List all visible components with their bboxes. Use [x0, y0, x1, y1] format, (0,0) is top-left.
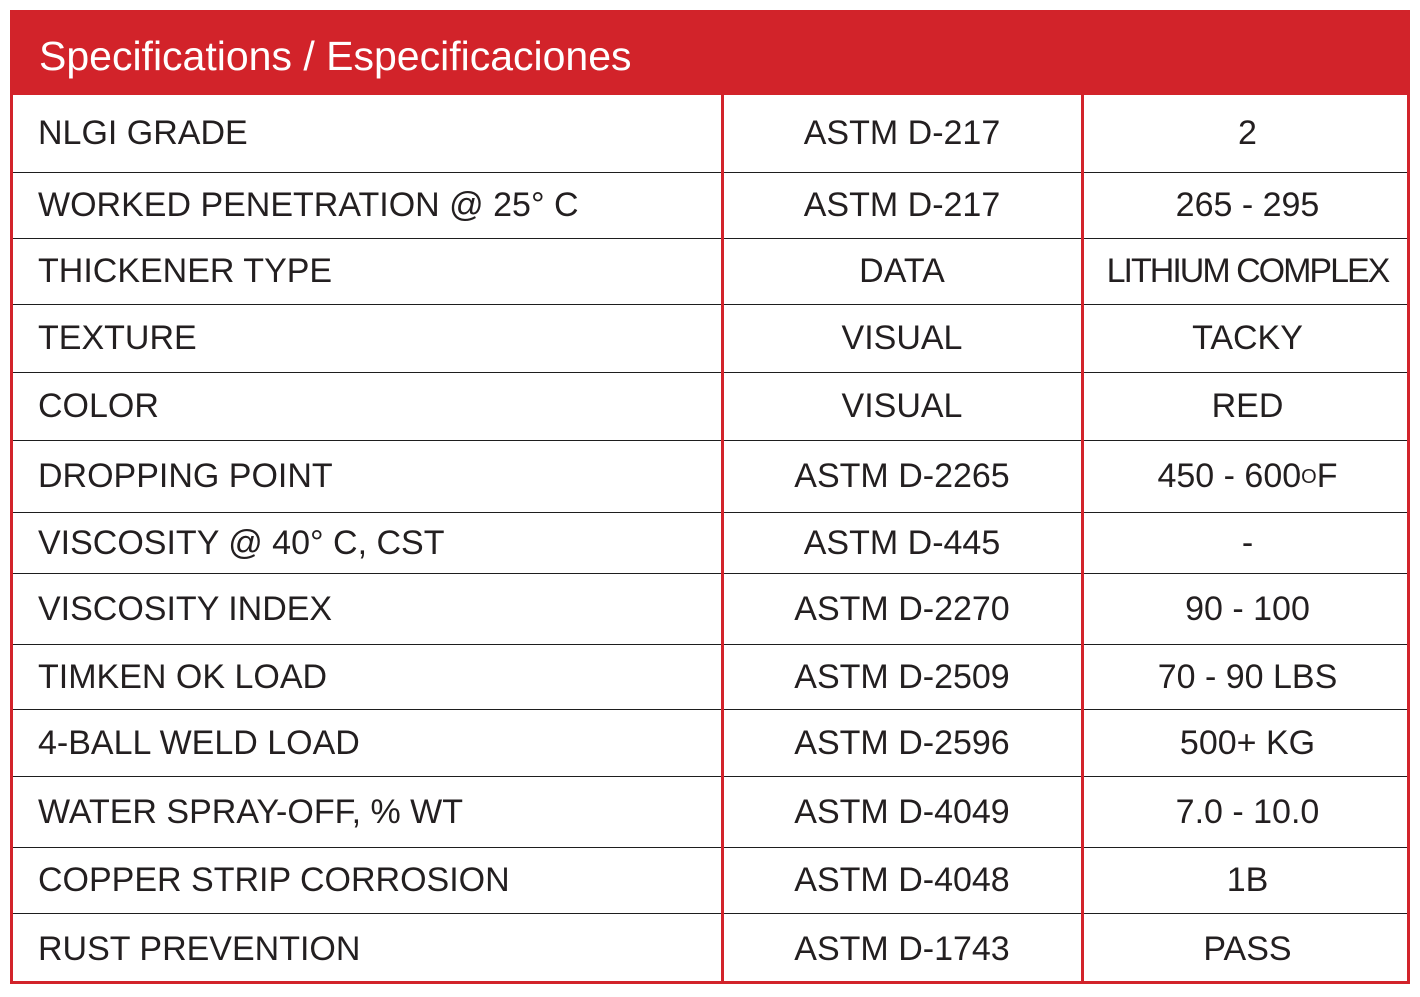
value-text: 450 - 600	[1157, 457, 1302, 495]
test-method-cell: ASTM D-2596	[794, 723, 1010, 762]
value-cell: TACKY	[1192, 319, 1303, 357]
property-cell: TIMKEN OK LOAD	[38, 657, 328, 696]
table-row: RUST PREVENTION ASTM D-1743 PASS	[13, 914, 1407, 984]
value-cell: 450 - 600 O F	[1157, 457, 1338, 495]
table-row: COPPER STRIP CORROSION ASTM D-4048 1B	[13, 848, 1407, 914]
value-cell: RED	[1211, 387, 1284, 425]
value-cell: LITHIUM COMPLEX	[1106, 252, 1391, 290]
test-method-cell: ASTM D-2270	[794, 589, 1010, 628]
value-cell: 500+ KG	[1179, 723, 1316, 762]
property-cell: COLOR	[38, 387, 159, 425]
table-row: WATER SPRAY-OFF, % WT ASTM D-4049 7.0 - …	[13, 777, 1407, 848]
test-method-cell: ASTM D-217	[803, 186, 1001, 224]
property-cell: WORKED PENETRATION @ 25° C	[38, 186, 579, 224]
table-row: THICKENER TYPE DATA LITHIUM COMPLEX	[13, 239, 1407, 305]
value-cell: -	[1241, 523, 1254, 562]
test-method-cell: VISUAL	[841, 319, 963, 357]
value-cell: 70 - 90 LBS	[1157, 657, 1338, 696]
value-cell: 1B	[1226, 861, 1269, 899]
table-row: NLGI GRADE ASTM D-217 2	[13, 95, 1407, 173]
value-cell: 2	[1238, 114, 1257, 152]
value-cell: PASS	[1203, 929, 1292, 968]
test-method-cell: ASTM D-4048	[794, 861, 1010, 899]
table-row: DROPPING POINT ASTM D-2265 450 - 600 O F	[13, 441, 1407, 513]
test-method-cell: ASTM D-445	[803, 523, 1001, 562]
table-row: COLOR VISUAL RED	[13, 373, 1407, 441]
table-row: TEXTURE VISUAL TACKY	[13, 305, 1407, 373]
table-row: TIMKEN OK LOAD ASTM D-2509 70 - 90 LBS	[13, 645, 1407, 710]
value-cell: 90 - 100	[1185, 589, 1310, 628]
test-method-cell: ASTM D-2265	[794, 457, 1010, 495]
test-method-cell: ASTM D-1743	[794, 929, 1010, 968]
test-method-cell: ASTM D-4049	[794, 792, 1010, 831]
table-row: 4-BALL WELD LOAD ASTM D-2596 500+ KG	[13, 710, 1407, 777]
specifications-table: Specifications / Especificaciones NLGI G…	[10, 10, 1410, 984]
table-row: VISCOSITY @ 40° C, CST ASTM D-445 -	[13, 513, 1407, 574]
property-cell: WATER SPRAY-OFF, % WT	[38, 792, 464, 831]
test-method-cell: DATA	[859, 252, 945, 290]
table-row: VISCOSITY INDEX ASTM D-2270 90 - 100	[13, 574, 1407, 645]
property-cell: TEXTURE	[38, 319, 197, 357]
column-divider	[721, 95, 724, 981]
value-cell: 7.0 - 10.0	[1175, 792, 1320, 831]
property-cell: COPPER STRIP CORROSION	[38, 861, 510, 899]
table-body: NLGI GRADE ASTM D-217 2 WORKED PENETRATI…	[13, 95, 1407, 984]
table-title: Specifications / Especificaciones	[39, 33, 632, 79]
property-cell: NLGI GRADE	[38, 114, 248, 152]
property-cell: 4-BALL WELD LOAD	[38, 723, 360, 762]
property-cell: RUST PREVENTION	[38, 929, 361, 968]
column-divider	[1081, 95, 1084, 981]
test-method-cell: ASTM D-2509	[794, 657, 1010, 696]
property-cell: THICKENER TYPE	[38, 252, 333, 290]
property-cell: VISCOSITY INDEX	[38, 589, 333, 628]
test-method-cell: VISUAL	[841, 387, 963, 425]
test-method-cell: ASTM D-217	[803, 114, 1001, 152]
table-header: Specifications / Especificaciones	[13, 13, 1407, 95]
property-cell: VISCOSITY @ 40° C, CST	[38, 523, 445, 562]
value-cell: 265 - 295	[1175, 186, 1320, 224]
property-cell: DROPPING POINT	[38, 457, 333, 495]
value-unit: F	[1316, 457, 1338, 495]
table-row: WORKED PENETRATION @ 25° C ASTM D-217 26…	[13, 173, 1407, 239]
